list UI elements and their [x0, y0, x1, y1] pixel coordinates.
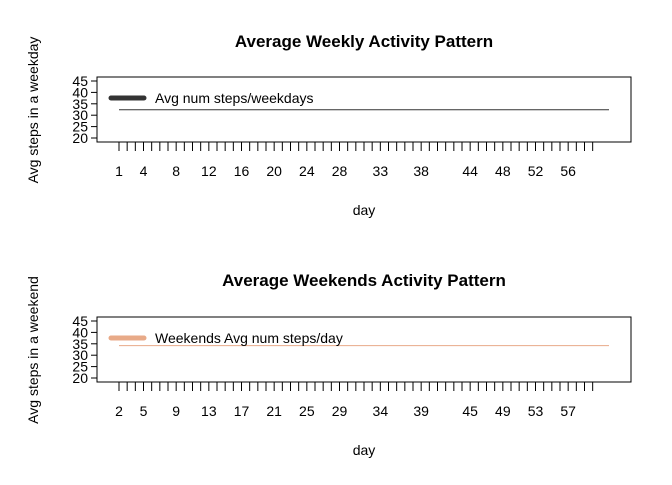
x-tick-label: 13: [201, 403, 217, 419]
x-tick-label: 4: [140, 163, 148, 179]
x-tick-label: 45: [462, 403, 478, 419]
x-tick-label: 12: [201, 163, 217, 179]
x-axis-label: day: [353, 442, 376, 458]
y-tick-label: 25: [72, 359, 88, 375]
x-tick-label: 56: [560, 163, 576, 179]
x-tick-label: 8: [172, 163, 180, 179]
legend-label: Avg num steps/weekdays: [155, 90, 314, 106]
x-tick-label: 28: [332, 163, 348, 179]
x-tick-label: 33: [373, 163, 389, 179]
y-tick-label: 30: [72, 107, 88, 123]
x-tick-label: 49: [495, 403, 511, 419]
y-tick-label: 25: [72, 119, 88, 135]
x-tick-label: 25: [299, 403, 315, 419]
x-tick-label: 39: [413, 403, 429, 419]
x-tick-label: 52: [528, 163, 544, 179]
x-tick-label: 57: [560, 403, 576, 419]
legend-label: Weekends Avg num steps/day: [155, 330, 343, 346]
y-tick-label: 35: [72, 336, 88, 352]
y-axis-label: Avg steps in a weekday: [25, 37, 41, 184]
x-tick-label: 2: [115, 403, 123, 419]
y-tick-label: 20: [72, 130, 88, 146]
plot-frame: [96, 316, 632, 383]
x-tick-label: 17: [234, 403, 250, 419]
y-axis-label: Avg steps in a weekend: [25, 276, 41, 424]
x-tick-label: 34: [373, 403, 389, 419]
y-tick-label: 40: [72, 84, 88, 100]
chart-title: Average Weekly Activity Pattern: [235, 32, 493, 51]
x-tick-label: 5: [140, 403, 148, 419]
y-tick-label: 35: [72, 96, 88, 112]
y-tick-label: 45: [72, 73, 88, 89]
y-tick-label: 30: [72, 347, 88, 363]
x-tick-label: 38: [413, 163, 429, 179]
x-tick-label: 48: [495, 163, 511, 179]
x-tick-label: 24: [299, 163, 315, 179]
x-tick-label: 9: [172, 403, 180, 419]
x-tick-label: 21: [266, 403, 282, 419]
x-tick-label: 16: [234, 163, 250, 179]
x-tick-label: 44: [462, 163, 478, 179]
chart-title: Average Weekends Activity Pattern: [222, 271, 506, 290]
x-axis-label: day: [353, 202, 376, 218]
x-tick-label: 20: [266, 163, 282, 179]
x-tick-label: 53: [528, 403, 544, 419]
x-tick-label: 1: [115, 163, 123, 179]
x-tick-label: 29: [332, 403, 348, 419]
y-tick-label: 20: [72, 370, 88, 386]
y-tick-label: 45: [72, 313, 88, 329]
y-tick-label: 40: [72, 324, 88, 340]
